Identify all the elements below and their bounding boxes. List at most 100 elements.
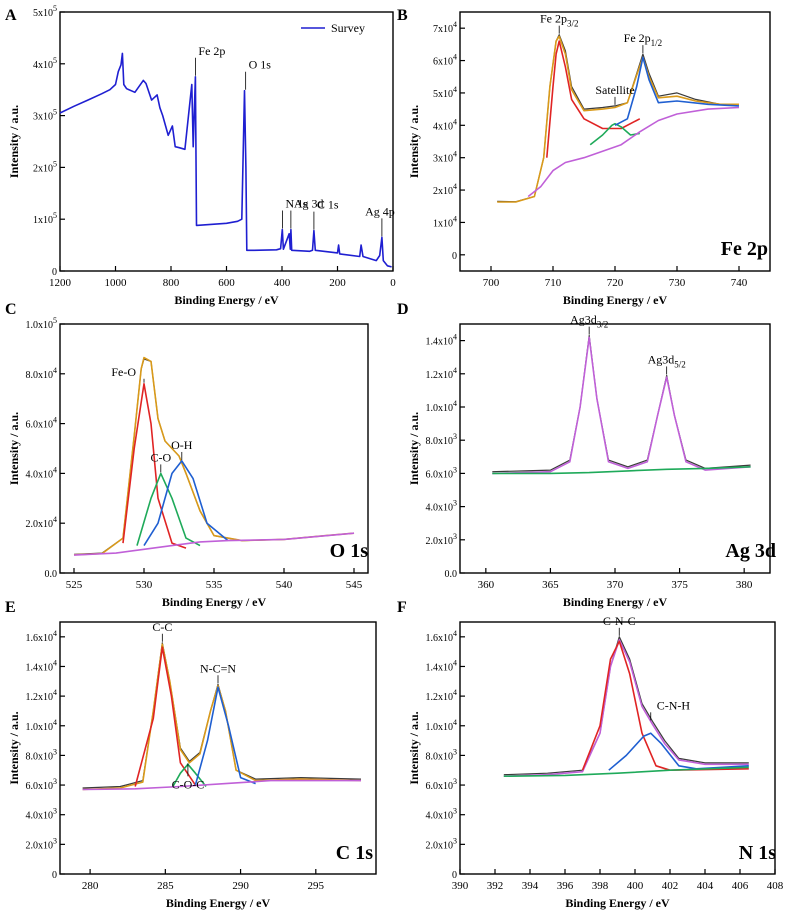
x-axis-label: Binding Energy / eV (563, 595, 668, 609)
panel-d: 360 365 370 375 380 0.0 2.0x103 4.0x103 6.0x103 8… (397, 301, 776, 609)
annotation-label: O 1s (249, 58, 272, 72)
panel-letter: A (5, 7, 17, 24)
series-envelope (497, 35, 739, 203)
series-fe-2p3-2 (546, 40, 641, 158)
series-c-n-h (608, 732, 749, 771)
annotation-label: Fe 2p (198, 44, 225, 58)
y-tick-label: 2.0x103 (26, 836, 58, 851)
y-tick-label: 1.0x104 (26, 718, 58, 733)
y-tick-label: 8.0x103 (26, 747, 58, 762)
x-tick-label: 295 (308, 880, 325, 892)
y-tick-label: 1x104 (433, 214, 457, 229)
x-tick-label: 740 (731, 277, 748, 289)
x-tick-label: 525 (66, 579, 83, 591)
y-tick-label: 6x104 (433, 53, 457, 68)
y-tick-label: 0.0 (445, 569, 458, 580)
x-tick-label: 400 (274, 277, 291, 289)
series-background (527, 106, 740, 198)
annotation-label: Satellite (595, 83, 634, 97)
y-tick-label: 1.2x104 (426, 366, 458, 381)
x-tick-label: 530 (136, 579, 153, 591)
x-tick-label: 285 (157, 880, 174, 892)
series-fe-2p1-2 (614, 56, 740, 127)
series-background (503, 766, 749, 777)
y-tick-label: 1.4x104 (26, 658, 58, 673)
series-n-c-n (194, 686, 256, 786)
y-tick-label: 2x105 (33, 159, 57, 174)
x-tick-label: 720 (607, 277, 624, 289)
y-tick-label: 2x104 (433, 182, 457, 197)
y-tick-label: 4.0x104 (26, 465, 58, 480)
x-tick-label: 394 (522, 880, 539, 892)
x-tick-label: 398 (592, 880, 609, 892)
y-tick-label: 1.6x104 (426, 629, 458, 644)
x-tick-label: 540 (276, 579, 293, 591)
x-tick-label: 710 (545, 277, 562, 289)
y-tick-label: 6.0x103 (26, 777, 58, 792)
y-tick-label: 8.0x103 (426, 432, 458, 447)
series-raw (73, 358, 355, 555)
x-tick-label: 1000 (105, 277, 128, 289)
x-tick-label: 400 (627, 880, 644, 892)
x-tick-label: 408 (767, 880, 784, 892)
x-tick-label: 406 (732, 880, 749, 892)
panel-letter: D (397, 301, 409, 318)
annotation-label: C-N-C (603, 614, 636, 628)
plot-frame (459, 323, 771, 574)
y-tick-label: 1.2x104 (26, 688, 58, 703)
y-tick-label: 4x105 (33, 56, 57, 71)
x-axis-label: Binding Energy / eV (565, 896, 670, 910)
series-envelope (73, 356, 355, 556)
y-tick-label: 4.0x103 (426, 499, 458, 514)
plot-frame (59, 11, 394, 272)
y-tick-label: 0 (452, 251, 457, 262)
panel-e: 280 285 290 295 0 2.0x103 4.0x103 6.0x103 8.0x10… (5, 599, 377, 910)
x-axis-label: Binding Energy / eV (162, 595, 267, 609)
region-label: N 1s (739, 842, 776, 864)
annotation-label: O-H (171, 438, 193, 452)
annotation-label: N 1s (286, 197, 309, 211)
x-axis-label: Binding Energy / eV (166, 896, 271, 910)
plot-frame (459, 621, 776, 875)
series-envelope (503, 639, 749, 777)
panel-c: 525 530 535 540 545 0.0 2.0x104 4.0x104 6.0x104 8… (5, 301, 369, 609)
y-tick-label: 1.0x104 (426, 399, 458, 414)
region-label: Fe 2p (721, 238, 768, 260)
annotation-label: C-O (150, 450, 171, 464)
series-c-c (134, 646, 197, 787)
x-tick-label: 730 (669, 277, 686, 289)
y-tick-label: 2.0x103 (426, 836, 458, 851)
panel-letter: C (5, 301, 17, 318)
y-tick-label: 0.0 (45, 569, 58, 580)
x-axis-label: Binding Energy / eV (563, 293, 668, 307)
series-raw (492, 335, 751, 473)
x-tick-label: 1200 (49, 277, 72, 289)
y-tick-label: 3x105 (33, 108, 57, 123)
y-tick-label: 0 (52, 267, 57, 278)
y-tick-label: 5x104 (433, 85, 457, 100)
x-tick-label: 375 (671, 579, 688, 591)
x-tick-label: 396 (557, 880, 574, 892)
annotation-label: Ag 4p (365, 204, 395, 218)
series-envelope (82, 643, 362, 791)
annotation-label: Fe-O (111, 365, 136, 379)
annotation-label: C-O-C (172, 777, 205, 791)
panel-letter: F (397, 599, 407, 616)
region-label: O 1s (330, 540, 369, 562)
panel-letter: E (5, 599, 16, 616)
x-tick-label: 380 (736, 579, 753, 591)
panel-letter: B (397, 7, 408, 24)
x-tick-label: 390 (452, 880, 469, 892)
annotation-label: C-C (152, 620, 172, 634)
y-tick-label: 4x104 (433, 117, 457, 132)
x-axis-label: Binding Energy / eV (174, 293, 279, 307)
y-tick-label: 1x105 (33, 211, 57, 226)
series-raw (503, 636, 749, 776)
series-o-h (143, 460, 229, 547)
y-tick-label: 1.0x104 (426, 718, 458, 733)
x-tick-label: 0 (390, 277, 396, 289)
y-tick-label: 4.0x103 (26, 807, 58, 822)
y-axis-label: Intensity / a.u. (407, 711, 421, 784)
y-tick-label: 2.0x103 (426, 532, 458, 547)
